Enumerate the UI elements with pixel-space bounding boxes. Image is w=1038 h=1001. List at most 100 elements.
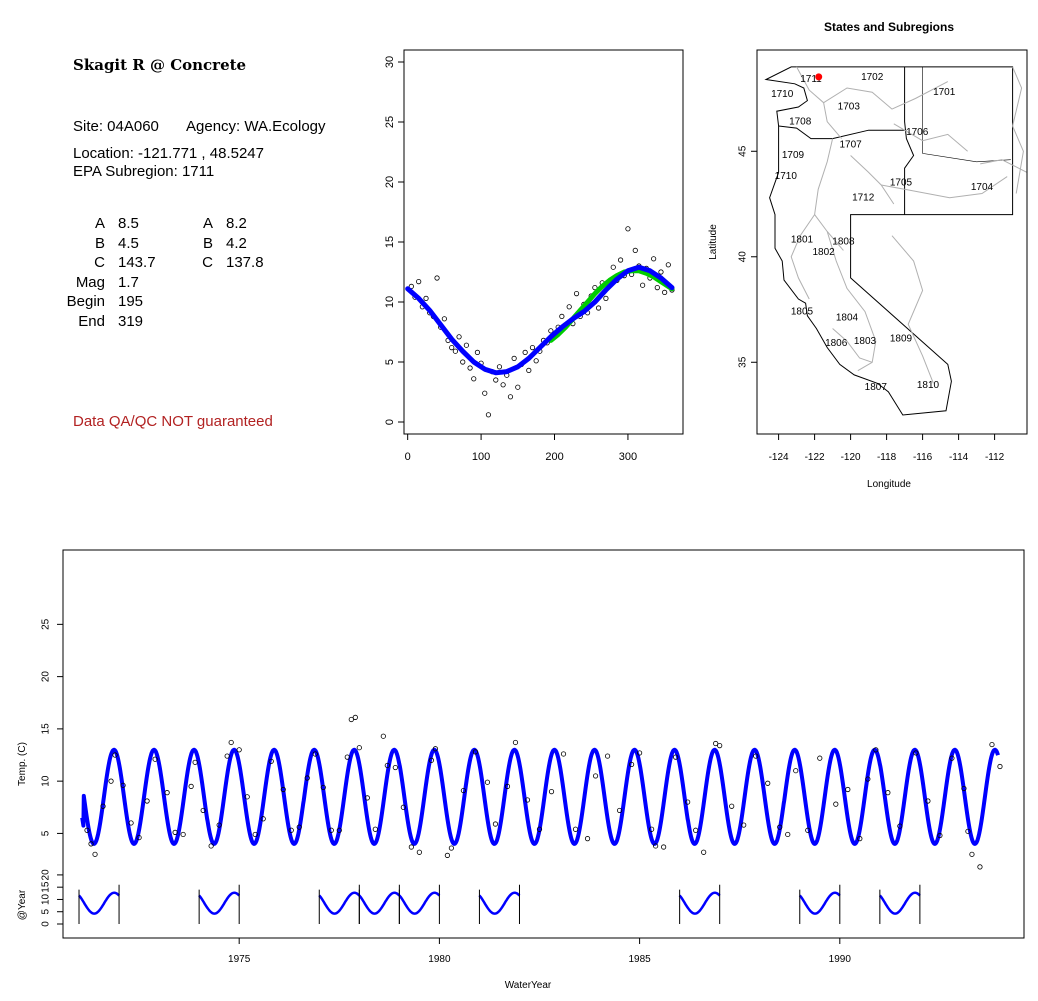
observation-point: [192, 759, 198, 765]
data-point: [566, 304, 572, 310]
region-label: 1807: [865, 382, 888, 393]
param-label: Begin: [66, 293, 105, 310]
observation-point: [200, 807, 206, 814]
param-label: A: [202, 215, 213, 232]
observation-point: [392, 764, 398, 771]
yearly-fit-curve: [878, 891, 921, 915]
data-point: [408, 283, 414, 289]
data-point: [529, 344, 536, 351]
yearly-fit-curve: [398, 891, 441, 915]
x-tick-label: 100: [472, 451, 490, 463]
observation-point: [144, 798, 150, 804]
param-label: C: [202, 254, 213, 271]
y-tick-label: 35: [738, 356, 749, 368]
observation-point: [965, 828, 971, 834]
seasonal-fit-line: [405, 264, 675, 376]
data-point: [460, 359, 466, 365]
observation-point: [120, 782, 126, 788]
observation-point: [408, 844, 414, 850]
data-point: [482, 390, 488, 396]
location: Location: -121.771 , 48.5247: [73, 145, 264, 162]
observation-point: [428, 757, 434, 763]
seasonal-scatter-chart: 0 100 200 300 0 5 10 15 20 25 30: [384, 49, 684, 463]
observation-point: [636, 750, 643, 756]
region-label: 1702: [861, 72, 884, 83]
observation-point: [873, 747, 879, 753]
data-point: [441, 316, 447, 322]
y-tick-label: 5: [384, 359, 396, 365]
data-point: [665, 262, 671, 268]
data-point: [416, 278, 422, 285]
observation-point: [380, 733, 386, 739]
observation-point: [164, 790, 170, 796]
yearly-fit-curve: [198, 891, 241, 915]
data-point: [493, 377, 499, 383]
observation-point: [560, 751, 567, 757]
observation-point: [484, 779, 491, 785]
site-title: Skagit R @ Concrete: [73, 56, 247, 74]
observation-point: [701, 849, 707, 855]
x-tick-label: 1985: [628, 954, 651, 965]
observation-point: [885, 790, 891, 796]
observation-point: [188, 783, 194, 789]
param-label: B: [94, 234, 105, 252]
y-tick-label: 0: [384, 419, 396, 425]
observation-point: [228, 739, 234, 746]
state-border: [904, 66, 915, 215]
region-label: 1808: [832, 237, 855, 248]
observation-point: [897, 823, 903, 829]
plot-frame: [62, 549, 1025, 939]
agency: Agency: WA.Ecology: [186, 118, 326, 135]
x-tick-label: 300: [619, 451, 637, 463]
data-point: [452, 348, 458, 354]
observation-point: [937, 832, 943, 839]
subregion-boundary: [814, 138, 844, 251]
yearly-fit-curve: [478, 891, 521, 915]
state-border: [778, 125, 907, 140]
observation-point: [649, 826, 655, 832]
observation-point: [444, 852, 450, 858]
x-tick-label: -124: [769, 452, 789, 463]
observation-point: [616, 807, 623, 814]
param-label: A: [94, 215, 105, 232]
observation-point: [244, 794, 250, 800]
subregion-boundary: [832, 328, 873, 363]
region-label: 1810: [917, 380, 940, 391]
region-label: 1710: [771, 89, 794, 100]
observation-point: [524, 797, 531, 803]
observation-point: [416, 849, 422, 855]
x-tick-label: 0: [405, 451, 411, 463]
observation-point: [372, 826, 378, 832]
data-point: [526, 367, 532, 373]
qa-note: Data QA/QC NOT guaranteed: [73, 413, 273, 430]
param-value: 8.5: [118, 215, 139, 232]
region-label: 1711: [800, 74, 822, 85]
observation-point: [604, 753, 611, 759]
region-label: 1709: [782, 150, 805, 161]
observation-point: [432, 746, 438, 752]
observation-point: [400, 804, 406, 810]
data-point: [522, 349, 528, 355]
observation-point: [713, 740, 719, 747]
observation-point: [460, 787, 467, 794]
subregion-boundary: [1012, 66, 1024, 194]
data-point: [632, 247, 638, 253]
y-tick-label: 20: [41, 671, 52, 683]
data-point: [603, 295, 609, 301]
region-label: 1708: [789, 116, 812, 127]
observation-point: [352, 714, 358, 720]
x-axis-label: Longitude: [867, 479, 911, 490]
observation-point: [729, 803, 735, 809]
observation-point: [536, 826, 543, 832]
x-tick-label: -114: [949, 452, 969, 463]
x-tick-label: -118: [877, 452, 897, 463]
data-point: [423, 295, 429, 301]
observation-point: [88, 841, 94, 847]
data-point: [658, 269, 664, 275]
observation-point: [280, 786, 286, 793]
observation-point: [857, 836, 863, 842]
region-label: 1802: [812, 247, 835, 258]
data-point: [496, 364, 503, 370]
observation-point: [785, 831, 791, 838]
param-value: 143.7: [118, 254, 156, 271]
